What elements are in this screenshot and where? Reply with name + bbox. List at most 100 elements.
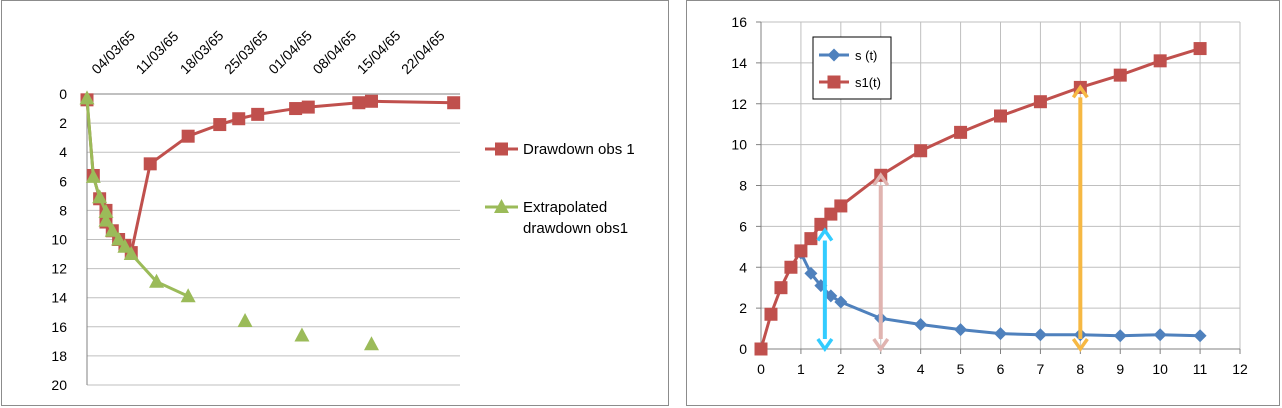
s1-point: [954, 125, 968, 139]
right-chart-panel: 0 1 2 3 4 5 6 7 8 9 10 11 12 0 2 4 6 8 10 12 14 16 s (t) s1(t): [686, 0, 1280, 406]
s-point: [994, 327, 1007, 341]
x-tick-label: 22/04/65: [398, 27, 448, 77]
double-arrow: [872, 172, 890, 353]
s1-point: [834, 199, 848, 213]
s1-point: [754, 342, 768, 356]
x-tick-label: 11/03/65: [132, 28, 181, 77]
x-tick-label: 1: [797, 361, 805, 377]
x-tick-label: 9: [1116, 361, 1124, 377]
s1-point: [804, 232, 818, 246]
double-arrow-head-top: [872, 172, 890, 187]
double-arrow-head-bottom: [872, 337, 890, 353]
s-point: [954, 323, 968, 337]
legend-label-extrapolated-2: drawdown obs1: [523, 220, 628, 237]
x-tick-label: 12: [1232, 361, 1248, 377]
s1-point: [914, 144, 928, 158]
drawdown-obs1-point: [143, 157, 157, 171]
double-arrow-head-bottom: [816, 337, 834, 353]
x-tick-label: 5: [957, 361, 965, 377]
x-tick-label: 4: [917, 361, 925, 377]
drawdown-obs1-point: [352, 96, 366, 110]
s1-point: [824, 207, 838, 221]
legend-label-extrapolated-1: Extrapolated: [523, 199, 607, 216]
drawdown-obs1-point: [364, 94, 378, 108]
extrapolated-point: [111, 231, 127, 246]
y-tick-label: 4: [739, 259, 747, 275]
x-tick-label: 8: [1076, 361, 1084, 377]
double-arrow: [816, 227, 834, 353]
x-tick-label: 3: [877, 361, 885, 377]
extrapolated-point: [98, 212, 114, 227]
legend-label-drawdown: Drawdown obs 1: [523, 141, 635, 158]
s1-point: [784, 260, 798, 274]
s1-point: [1153, 54, 1167, 68]
x-tick-label: 18/03/65: [177, 27, 227, 77]
legend-box: [812, 36, 892, 100]
y-tick-label: 4: [59, 144, 67, 160]
legend-marker-s1: [827, 75, 841, 89]
s-point: [1193, 329, 1207, 343]
extrapolated-point: [123, 246, 139, 261]
s-point: [1033, 328, 1047, 342]
legend-marker-extrapolated: [494, 199, 509, 213]
y-tick-label: 14: [731, 55, 747, 71]
s-point: [914, 317, 928, 331]
drawdown-obs1-point: [289, 102, 303, 116]
legend-label-s1: s1(t): [855, 75, 881, 90]
s-point: [804, 266, 818, 280]
extrapolated-point: [98, 203, 114, 218]
drawdown-obs1-point: [181, 129, 195, 143]
s-point: [1113, 329, 1127, 343]
s1-point: [794, 244, 808, 258]
extrapolated-point: [104, 222, 120, 237]
drawdown-obs1-point: [251, 107, 265, 121]
x-tick-label: 0: [757, 361, 765, 377]
x-tick-label: 04/03/65: [88, 27, 138, 77]
s1-point: [1193, 42, 1207, 56]
x-tick-label: 10: [1152, 361, 1168, 377]
drawdown-obs1-point: [301, 100, 315, 114]
legend-marker-drawdown: [495, 142, 508, 156]
s1-point: [1033, 95, 1047, 109]
extrapolated-point: [180, 288, 196, 303]
drawdown-obs1-point: [447, 96, 461, 110]
extrapolated-point: [85, 168, 101, 183]
legend-label-s: s (t): [855, 48, 877, 63]
extrapolated-point: [117, 238, 133, 253]
y-tick-label: 0: [59, 86, 67, 102]
y-tick-label: 14: [51, 290, 67, 306]
double-arrow-head-top: [1071, 84, 1089, 99]
s1-point: [774, 281, 788, 295]
extrapolated-point: [237, 312, 253, 327]
s1-point: [764, 307, 778, 321]
x-tick-label: 08/04/65: [309, 27, 359, 77]
x-tick-label: 11: [1193, 361, 1208, 377]
x-tick-label: 2: [837, 361, 845, 377]
s-point: [834, 295, 848, 309]
s1-point: [994, 109, 1007, 123]
drawdown-obs1-point: [232, 112, 246, 126]
y-tick-label: 18: [51, 348, 67, 364]
s1-point: [814, 217, 828, 231]
double-arrow-head-bottom: [1071, 337, 1089, 353]
legend-marker-s: [827, 48, 841, 62]
x-tick-label: 6: [997, 361, 1005, 377]
y-tick-label: 16: [731, 14, 747, 30]
y-tick-label: 0: [739, 341, 747, 357]
extrapolated-point: [294, 327, 310, 342]
y-tick-label: 10: [731, 137, 747, 153]
y-tick-label: 6: [739, 218, 747, 234]
y-tick-label: 12: [731, 96, 747, 112]
double-arrow: [1071, 84, 1089, 353]
extrapolated-point: [92, 189, 108, 204]
y-tick-label: 20: [51, 377, 67, 393]
s-point: [1153, 328, 1167, 342]
y-tick-label: 2: [59, 115, 67, 131]
y-tick-label: 8: [739, 178, 747, 194]
drawdown-chart: 0 2 4 6 8 10 12 14 16 18 20 04/03/6511/03/6518/03/6…: [51, 27, 635, 393]
x-tick-label: 01/04/65: [265, 27, 315, 77]
x-tick-label: 25/03/65: [221, 27, 271, 77]
x-tick-label: 7: [1037, 361, 1045, 377]
x-tick-label: 15/04/65: [354, 27, 404, 77]
extrapolated-point: [363, 336, 379, 351]
